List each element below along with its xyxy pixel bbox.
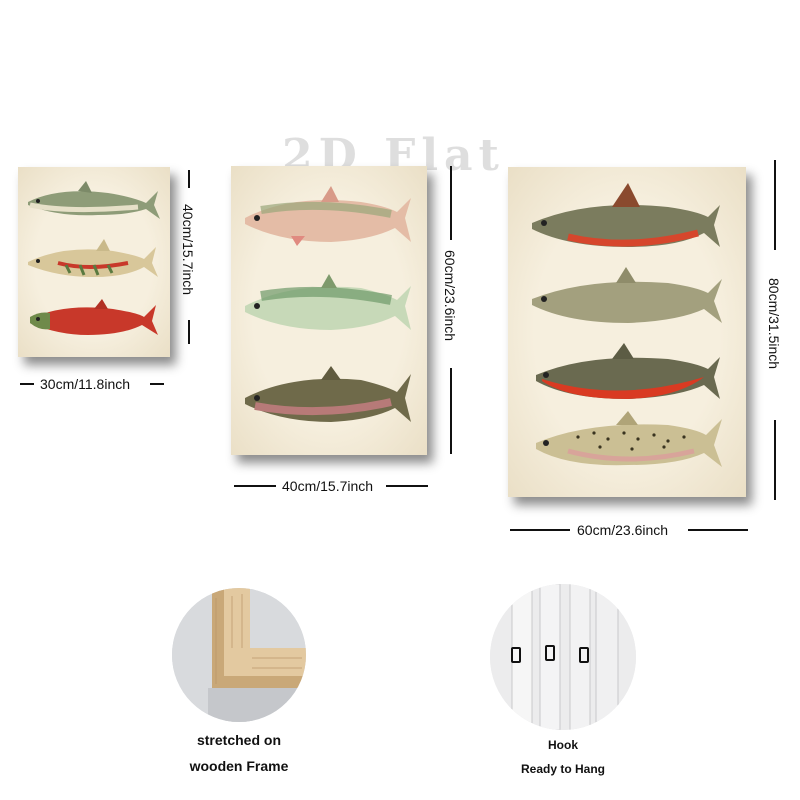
frame-corner-icon — [172, 588, 306, 722]
large-height-rule-top — [774, 160, 776, 250]
hook-photo — [490, 584, 636, 730]
medium-width-label: 40cm/15.7inch — [282, 478, 374, 494]
small-canvas — [18, 167, 170, 357]
small-height-rule-bottom — [188, 320, 190, 344]
large-canvas-fish — [532, 183, 722, 467]
fish-icon — [532, 267, 722, 323]
small-height-rule-top — [188, 170, 190, 188]
large-width-rule-left — [510, 529, 570, 531]
large-width-label: 60cm/23.6inch — [577, 522, 669, 538]
large-canvas — [508, 167, 746, 497]
medium-height-rule-bottom — [450, 368, 452, 454]
small-width-label: 30cm/11.8inch — [40, 376, 131, 392]
wooden-frame-photo — [172, 588, 306, 722]
small-canvas-fish — [28, 181, 160, 335]
fish-icon — [245, 274, 411, 330]
small-width-rule-right — [150, 383, 164, 385]
small-width-rule-left — [20, 383, 34, 385]
fish-icon — [28, 239, 158, 277]
medium-width-rule-left — [234, 485, 276, 487]
fish-icon — [536, 411, 722, 467]
medium-canvas-fish — [245, 186, 411, 422]
fish-icon — [245, 186, 411, 246]
large-width-rule-right — [688, 529, 748, 531]
medium-height-rule-top — [450, 166, 452, 240]
hook-icon — [490, 584, 636, 730]
fish-icon — [245, 366, 411, 422]
fish-icon — [532, 183, 720, 247]
fish-icon — [30, 299, 158, 335]
small-height-label: 40cm/15.7inch — [180, 204, 196, 296]
frame-caption-line1: stretched on — [196, 732, 281, 748]
fish-icon — [536, 343, 720, 399]
hook-caption-line1: Hook — [548, 738, 578, 752]
hook-caption-line2: Ready to Hang — [520, 762, 605, 776]
medium-width-rule-right — [386, 485, 428, 487]
medium-canvas — [231, 166, 427, 455]
large-height-label: 80cm/31.5inch — [766, 278, 782, 370]
medium-height-label: 60cm/23.6inch — [442, 250, 458, 342]
frame-caption-line2: wooden Frame — [189, 758, 289, 774]
large-height-rule-bottom — [774, 420, 776, 500]
fish-icon — [28, 181, 160, 219]
